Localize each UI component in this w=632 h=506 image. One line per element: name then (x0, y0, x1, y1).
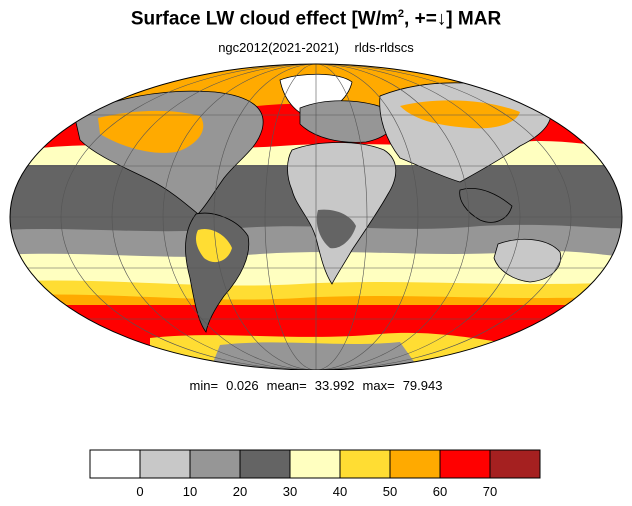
colorbar-box (289, 449, 341, 479)
colorbar-tick-label: 50 (383, 484, 397, 499)
max-value: 79.943 (402, 378, 443, 393)
map-field (10, 64, 622, 370)
colorbar-labels: 0 10 20 30 40 50 60 70 (136, 484, 497, 499)
graticule-meridian-300 (60, 64, 572, 370)
colorbar-box (239, 449, 291, 479)
mean-value: 33.992 (314, 378, 355, 393)
title-superscript: 2 (397, 8, 405, 20)
graticule-meridian-120 (213, 64, 419, 370)
colorbar-box (339, 449, 391, 479)
colorbar-tick-label: 60 (433, 484, 447, 499)
colorbar-tick-label: 70 (483, 484, 497, 499)
colorbar-boxes (89, 449, 541, 479)
colorbar-tick-label: 20 (233, 484, 247, 499)
colorbar-tick-label: 30 (283, 484, 297, 499)
graticule-meridian-60 (264, 64, 368, 370)
southeast-asia (459, 188, 513, 223)
title-main: Surface LW cloud effect [W/m (130, 8, 398, 30)
colorbar-tick-label: 0 (136, 484, 143, 499)
min-value: 0.026 (226, 378, 259, 393)
map-border (9, 63, 623, 370)
colorbar-box (389, 449, 441, 479)
world-map (9, 63, 623, 370)
colorbar-box (439, 449, 491, 479)
colorbar-box (89, 449, 141, 479)
south-america-andes (196, 228, 232, 263)
max-label: max= (362, 378, 395, 393)
siberia-cloud (400, 100, 520, 129)
north-america-high-cloud (98, 110, 204, 153)
subtitle-case: ngc2012(2021-2021) (218, 40, 339, 55)
graticule (10, 64, 622, 370)
stats-line: min= 0.026 mean= 33.992 max= 79.943 (0, 378, 632, 393)
min-label: min= (189, 378, 219, 393)
graticule-meridian-180 (162, 64, 470, 370)
graticule-meridian-240 (111, 64, 521, 370)
map-title: Surface LW cloud effect [W/m2, +=↓] MAR (0, 8, 632, 30)
africa-central (316, 209, 356, 249)
colorbar-box (489, 449, 541, 479)
map-subtitle: ngc2012(2021-2021) rlds-rldscs (0, 40, 632, 55)
title-tail: , +=↓] MAR (404, 8, 502, 30)
subtitle-variable: rlds-rldscs (354, 40, 414, 55)
mean-label: mean= (266, 378, 307, 393)
colorbar-box (189, 449, 241, 479)
colorbar-box (139, 449, 191, 479)
colorbar-tick-label: 40 (333, 484, 347, 499)
colorbar-tick-label: 10 (183, 484, 197, 499)
